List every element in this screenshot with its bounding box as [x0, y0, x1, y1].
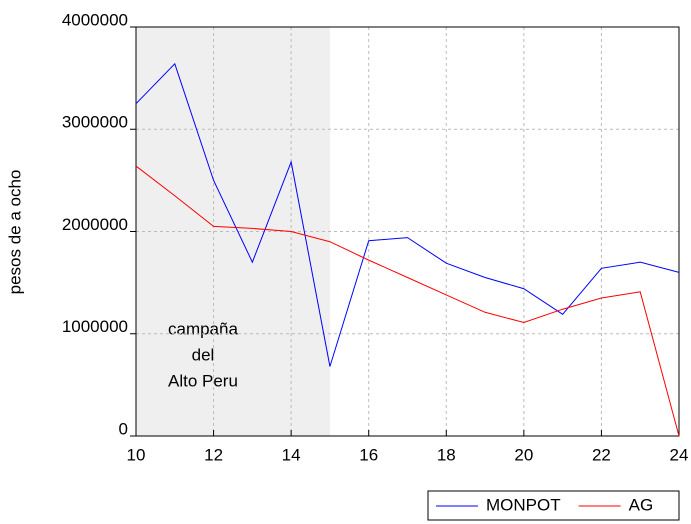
annotation: del	[192, 345, 215, 364]
series-line	[135, 165, 680, 437]
annotation: campaña	[168, 319, 238, 338]
x-tick-label: 22	[592, 445, 611, 464]
plot-frame	[135, 26, 680, 437]
legend: MONPOT AG	[427, 490, 680, 521]
x-tick-label: 12	[204, 445, 223, 464]
y-tick-label: 1000000	[62, 317, 128, 336]
x-tick-label: 16	[359, 445, 378, 464]
y-tick-label: 4000000	[62, 10, 128, 29]
x-tick-label: 10	[127, 445, 146, 464]
series-line	[135, 62, 680, 367]
annotation: Alto Peru	[168, 371, 238, 390]
legend-label: AG	[629, 495, 654, 514]
x-tick-label: 18	[437, 445, 456, 464]
y-tick-label: 3000000	[62, 113, 128, 132]
x-tick-label: 14	[282, 445, 301, 464]
y-tick-label: 0	[119, 419, 128, 438]
x-tick-label: 24	[670, 445, 689, 464]
legend-label: MONPOT	[486, 495, 561, 514]
y-axis-label: pesos de a ocho	[5, 170, 24, 295]
y-tick-label: 2000000	[62, 215, 128, 234]
x-tick-label: 20	[514, 445, 533, 464]
